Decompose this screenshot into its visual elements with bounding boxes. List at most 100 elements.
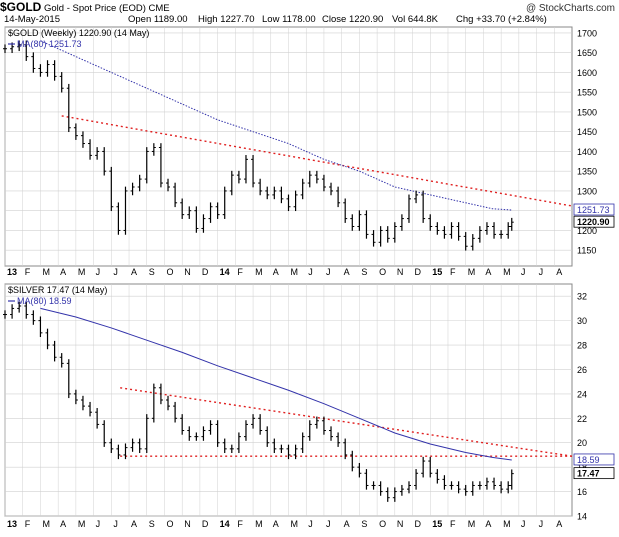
gold-x-tick-label: D — [415, 267, 422, 277]
vol-value: 644.8K — [407, 14, 438, 25]
gold-x-tick-label: J — [539, 267, 544, 277]
exchange: CME — [148, 3, 170, 14]
silver-x-tick-label: M — [291, 519, 299, 529]
silver-x-tick-label: A — [344, 519, 350, 529]
silver-x-tick-label: A — [556, 519, 562, 529]
silver-x-tick-label: A — [485, 519, 491, 529]
gold-x-tick-label: N — [184, 267, 191, 277]
silver-x-tick-label: 14 — [220, 519, 230, 529]
silver-x-tick-label: M — [42, 519, 50, 529]
gold-x-tick-label: A — [344, 267, 350, 277]
silver-ma-legend: MA(80) 18.59 — [17, 296, 72, 306]
gold-ma-tag-box — [573, 203, 615, 216]
gold-x-tick-label: A — [131, 267, 137, 277]
silver-x-tick-label: N — [184, 519, 191, 529]
silver-x-tick-label: A — [131, 519, 137, 529]
gold-x-tick-label: A — [556, 267, 562, 277]
gold-y-tick-label: 1500 — [577, 107, 597, 117]
silver-y-tick-label: 24 — [577, 389, 587, 399]
silver-price-tag: 17.47 — [577, 469, 600, 479]
gold-x-tick-label: M — [468, 267, 476, 277]
gold-y-tick-label: 1300 — [577, 186, 597, 196]
instrument-name: Gold - Spot Price (EOD) — [43, 3, 146, 14]
gold-x-tick-label: M — [42, 267, 50, 277]
gold-price-tag-box — [573, 215, 615, 228]
silver-price-tag-box — [573, 467, 615, 480]
gold-y-tick-label: 1650 — [577, 48, 597, 58]
silver-y-tick-label: 32 — [577, 292, 587, 302]
chart-header: $GOLD Gold - Spot Price (EOD) CME — [0, 0, 619, 14]
low-label: Low — [262, 14, 280, 25]
gold-x-tick-label: 13 — [7, 267, 17, 277]
close-label: Close — [322, 14, 347, 25]
open-value: 1189.00 — [153, 14, 188, 25]
symbol: $GOLD — [0, 0, 42, 14]
silver-y-tick-label: 16 — [577, 487, 587, 497]
silver-x-tick-label: N — [397, 519, 404, 529]
gold-ma-tag: 1251.73 — [577, 205, 610, 215]
gold-x-tick-label: A — [60, 267, 66, 277]
silver-x-tick-label: M — [255, 519, 263, 529]
silver-x-tick-label: F — [237, 519, 243, 529]
silver-y-tick-label: 26 — [577, 365, 587, 375]
silver-x-tick-label: D — [202, 519, 209, 529]
gold-y-tick-label: 1200 — [577, 226, 597, 236]
silver-x-tick-label: J — [308, 519, 313, 529]
gold-x-tick-label: N — [397, 267, 404, 277]
silver-x-tick-label: M — [78, 519, 86, 529]
gold-x-tick-label: J — [113, 267, 118, 277]
gold-trendline — [61, 115, 573, 207]
silver-x-tick-label: 13 — [7, 519, 17, 529]
silver-ma-tag-box — [573, 453, 615, 466]
silver-x-tick-label: F — [25, 519, 31, 529]
gold-legend: $GOLD (Weekly) 1220.90 (14 May) — [8, 28, 149, 38]
silver-x-tick-label: J — [521, 519, 526, 529]
open-label: Open — [128, 14, 152, 25]
gold-price-tag: 1220.90 — [577, 217, 610, 227]
silver-x-tick-label: A — [273, 519, 279, 529]
gold-x-tick-label: O — [379, 267, 386, 277]
gold-x-tick-label: S — [149, 267, 155, 277]
high-value: 1227.70 — [220, 14, 255, 25]
gold-x-tick-label: J — [308, 267, 313, 277]
gold-y-tick-label: 1550 — [577, 88, 597, 98]
gold-x-tick-label: J — [521, 267, 526, 277]
gold-y-tick-label: 1400 — [577, 147, 597, 157]
gold-x-tick-label: F — [25, 267, 31, 277]
gold-y-tick-label: 1700 — [577, 28, 597, 38]
watermark: @ StockCharts.com — [525, 3, 615, 14]
quote-date: 14-May-2015 — [4, 14, 60, 25]
silver-x-tick-label: F — [450, 519, 456, 529]
silver-x-tick-label: J — [326, 519, 331, 529]
vol-label: Vol — [392, 14, 406, 25]
gold-y-tick-label: 1450 — [577, 127, 597, 137]
gold-x-tick-label: F — [450, 267, 456, 277]
silver-y-tick-label: 22 — [577, 414, 587, 424]
gold-x-tick-label: 14 — [220, 267, 230, 277]
chg-value: +33.70 (+2.84%) — [476, 14, 547, 25]
gold-x-tick-label: M — [78, 267, 86, 277]
gold-x-tick-label: O — [166, 267, 173, 277]
gold-y-tick-label: 1350 — [577, 167, 597, 177]
gold-x-tick-label: M — [291, 267, 299, 277]
silver-x-tick-label: J — [113, 519, 118, 529]
gold-x-tick-label: J — [96, 267, 101, 277]
silver-x-tick-label: O — [166, 519, 173, 529]
silver-panel: 1416182022242628303213FMAMJJASOND14FMAMJ… — [3, 283, 615, 529]
silver-x-tick-label: S — [361, 519, 367, 529]
close-value: 1220.90 — [348, 14, 384, 25]
silver-x-tick-label: M — [468, 519, 476, 529]
silver-y-tick-label: 28 — [577, 341, 587, 351]
gold-x-tick-label: A — [485, 267, 491, 277]
silver-trendline — [120, 387, 573, 457]
silver-y-tick-label: 20 — [577, 438, 587, 448]
silver-ma-tag: 18.59 — [577, 455, 600, 465]
gold-panel: 1150120012501300135014001450150015501600… — [3, 26, 615, 277]
gold-x-tick-label: S — [361, 267, 367, 277]
gold-ma-legend: MA(80) 1251.73 — [17, 39, 82, 49]
silver-x-tick-label: J — [96, 519, 101, 529]
gold-ma-line — [40, 40, 512, 211]
silver-ma-line — [40, 307, 512, 461]
silver-x-tick-label: M — [503, 519, 511, 529]
